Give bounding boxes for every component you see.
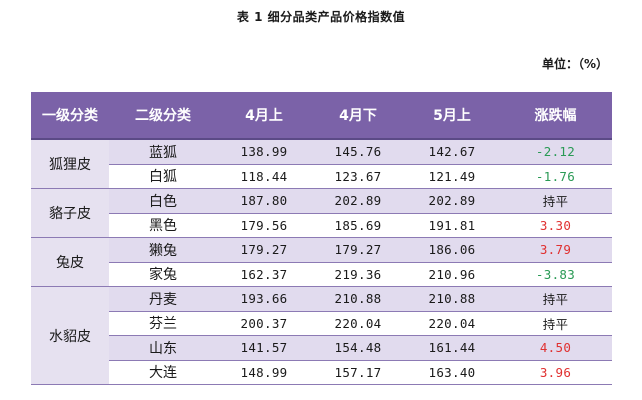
change-cell: -1.76	[499, 164, 612, 189]
table-row: 大连 148.99 157.17 163.40 3.96	[31, 360, 612, 385]
value-apr-early-cell: 200.37	[217, 311, 311, 336]
value-may-early-cell: 121.49	[405, 164, 499, 189]
unit-label: 单位：（%）	[541, 57, 608, 71]
value-apr-late-cell: 210.88	[311, 286, 405, 312]
table-row: 水貂皮 丹麦 193.66 210.88 210.88 持平	[31, 286, 612, 385]
level2-category-cell: 黑色	[109, 213, 217, 238]
value-apr-late-cell: 220.04	[311, 311, 405, 336]
price-index-table: 一级分类 二级分类 4月上 4月下 5月上 涨跌幅 狐狸皮 蓝狐 138.99 145…	[31, 92, 612, 385]
level2-category-cell: 山东	[109, 335, 217, 361]
table-row: 狐狸皮 蓝狐 138.99 145.76 142.67 -2.12	[31, 139, 612, 189]
table-row: 家兔 162.37 219.36 210.96 -3.83	[31, 262, 612, 287]
table-row: 貉子皮 白色 187.80 202.89 202.89 持平	[31, 188, 612, 238]
table-row: 黑色 179.56 185.69 191.81 3.30	[31, 213, 612, 238]
header-apr-early: 4月上	[217, 92, 311, 140]
value-apr-early-cell: 179.56	[217, 213, 311, 238]
level2-category-cell: 大连	[109, 360, 217, 385]
table-row: 兔皮 獭兔 179.27 179.27 186.06 3.79	[31, 237, 612, 287]
value-apr-late-cell: 157.17	[311, 360, 405, 385]
value-may-early-cell: 163.40	[405, 360, 499, 385]
value-may-early-cell: 210.88	[405, 286, 499, 312]
value-may-early-cell: 161.44	[405, 335, 499, 361]
value-apr-late-cell: 185.69	[311, 213, 405, 238]
value-may-early-cell: 202.89	[405, 188, 499, 214]
value-apr-early-cell: 141.57	[217, 335, 311, 361]
level1-category-cell: 水貂皮	[31, 286, 109, 385]
level1-category-cell: 兔皮	[31, 237, 109, 287]
level1-category-cell: 貉子皮	[31, 188, 109, 238]
level2-category-cell: 家兔	[109, 262, 217, 287]
value-may-early-cell: 220.04	[405, 311, 499, 336]
value-apr-late-cell: 145.76	[311, 139, 405, 165]
header-level2: 二级分类	[109, 92, 217, 140]
value-apr-early-cell: 193.66	[217, 286, 311, 312]
value-may-early-cell: 191.81	[405, 213, 499, 238]
change-cell: 持平	[499, 286, 612, 312]
level2-category-cell: 丹麦	[109, 286, 217, 312]
level2-category-cell: 獭兔	[109, 237, 217, 263]
value-apr-late-cell: 123.67	[311, 164, 405, 189]
header-level1: 一级分类	[31, 92, 109, 140]
value-apr-early-cell: 179.27	[217, 237, 311, 263]
level2-category-cell: 蓝狐	[109, 139, 217, 165]
value-apr-early-cell: 118.44	[217, 164, 311, 189]
level1-category-cell: 狐狸皮	[31, 139, 109, 189]
value-apr-early-cell: 138.99	[217, 139, 311, 165]
header-apr-late: 4月下	[311, 92, 405, 140]
table-row: 山东 141.57 154.48 161.44 4.50	[31, 335, 612, 361]
change-cell: 3.96	[499, 360, 612, 385]
value-may-early-cell: 186.06	[405, 237, 499, 263]
header-change: 涨跌幅	[499, 92, 612, 140]
value-may-early-cell: 210.96	[405, 262, 499, 287]
value-apr-early-cell: 148.99	[217, 360, 311, 385]
value-apr-late-cell: 179.27	[311, 237, 405, 263]
value-apr-late-cell: 154.48	[311, 335, 405, 361]
level2-category-cell: 白狐	[109, 164, 217, 189]
table-row: 白狐 118.44 123.67 121.49 -1.76	[31, 164, 612, 189]
change-cell: 3.30	[499, 213, 612, 238]
change-cell: 3.79	[499, 237, 612, 263]
change-cell: -2.12	[499, 139, 612, 165]
level2-category-cell: 白色	[109, 188, 217, 214]
value-apr-early-cell: 162.37	[217, 262, 311, 287]
change-cell: 4.50	[499, 335, 612, 361]
table-title: 表 1 细分品类产品价格指数值	[236, 10, 406, 24]
value-apr-late-cell: 202.89	[311, 188, 405, 214]
value-may-early-cell: 142.67	[405, 139, 499, 165]
table-header-row: 一级分类 二级分类 4月上 4月下 5月上 涨跌幅	[31, 92, 612, 140]
header-may-early: 5月上	[405, 92, 499, 140]
value-apr-early-cell: 187.80	[217, 188, 311, 214]
table-row: 芬兰 200.37 220.04 220.04 持平	[31, 311, 612, 336]
change-cell: -3.83	[499, 262, 612, 287]
change-cell: 持平	[499, 311, 612, 336]
change-cell: 持平	[499, 188, 612, 214]
value-apr-late-cell: 219.36	[311, 262, 405, 287]
level2-category-cell: 芬兰	[109, 311, 217, 336]
